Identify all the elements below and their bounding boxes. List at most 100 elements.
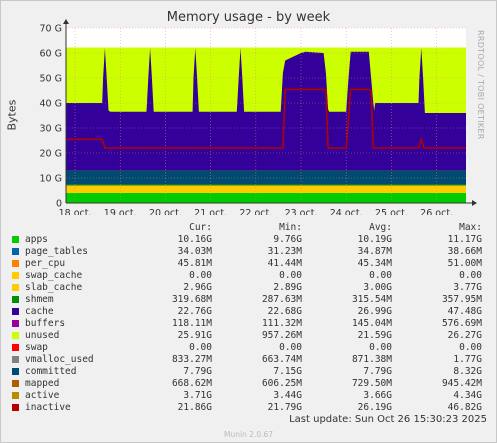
- legend-max-value: 8.32G: [453, 366, 482, 377]
- legend-avg-value: 21.59G: [357, 330, 392, 341]
- legend-name: mapped: [12, 378, 122, 390]
- legend-label: unused: [25, 330, 60, 341]
- legend-swatch: [12, 320, 19, 327]
- legend-row-cache: cache 22.76G 22.68G 26.99G 47.48G: [12, 306, 482, 318]
- legend-cur-value: 45.81M: [177, 258, 212, 269]
- legend-cur-value: 118.11M: [171, 318, 212, 329]
- legend-swatch: [12, 296, 19, 303]
- legend-swatch: [12, 236, 19, 243]
- legend-row-shmem: shmem 319.68M 287.63M 315.54M 357.95M: [12, 294, 482, 306]
- legend-min-value: 31.23M: [267, 246, 302, 257]
- x-tick-label: 18 oct.: [59, 208, 92, 215]
- legend-swatch: [12, 308, 19, 315]
- y-tick-label: 60 G: [40, 49, 62, 60]
- legend-label: vmalloc_used: [25, 354, 94, 365]
- rrdtool-watermark: RRDTOOL / TOBI OETIKER: [476, 30, 485, 140]
- legend-max-value: 11.17G: [447, 234, 482, 245]
- legend-max-value: 26.27G: [447, 330, 482, 341]
- legend-cur-value: 21.86G: [177, 402, 212, 413]
- legend-swatch: [12, 332, 19, 339]
- legend-min-value: 7.15G: [273, 366, 302, 377]
- legend-max-value: 0.00: [459, 270, 482, 281]
- legend-row-committed: committed 7.79G 7.15G 7.79G 8.32G: [12, 366, 482, 378]
- legend-max-value: 3.77G: [453, 282, 482, 293]
- legend-avg-value: 0.00: [369, 342, 392, 353]
- legend-min-value: 22.68G: [267, 306, 302, 317]
- legend-avg-value: 315.54M: [351, 294, 392, 305]
- area-apps: [66, 193, 466, 203]
- legend-row-mapped: mapped 668.62M 606.25M 729.50M 945.42M: [12, 378, 482, 390]
- legend-max-value: 576.69M: [441, 318, 482, 329]
- legend-cur-value: 25.91G: [177, 330, 212, 341]
- legend-max-value: 38.66M: [447, 246, 482, 257]
- legend-min-value: 663.74M: [261, 354, 302, 365]
- legend-cur-value: 319.68M: [171, 294, 212, 305]
- legend-swatch: [12, 272, 19, 279]
- y-tick-label: 40 G: [40, 99, 62, 110]
- munin-version: Munin 2.0.67: [223, 430, 274, 439]
- legend-name: vmalloc_used: [12, 354, 122, 366]
- legend-cur-value: 833.27M: [171, 354, 212, 365]
- legend-label: slab_cache: [25, 282, 83, 293]
- y-tick-label: 30 G: [40, 124, 62, 135]
- legend-label: committed: [25, 366, 77, 377]
- y-tick-label: 10 G: [40, 174, 62, 185]
- legend-min-value: 3.44G: [273, 390, 302, 401]
- legend-label: buffers: [25, 318, 66, 329]
- legend-max-value: 4.34G: [453, 390, 482, 401]
- legend-cur-value: 668.62M: [171, 378, 212, 389]
- legend-min-value: 9.76G: [273, 234, 302, 245]
- legend-name: apps: [12, 234, 122, 246]
- legend-label: swap_cache: [25, 270, 83, 281]
- y-tick-label: 50 G: [40, 74, 62, 85]
- legend-min-value: 21.79G: [267, 402, 302, 413]
- legend-min-value: 111.32M: [261, 318, 302, 329]
- legend-swatch: [12, 392, 19, 399]
- legend-row-active: active 3.71G 3.44G 3.66G 4.34G: [12, 390, 482, 402]
- legend-name: swap_cache: [12, 270, 122, 282]
- legend-row-swap-cache: swap_cache 0.00 0.00 0.00 0.00: [12, 270, 482, 282]
- legend-swatch: [12, 380, 19, 387]
- legend-row-inactive: inactive 21.86G 21.79G 26.19G 46.82G: [12, 402, 482, 414]
- legend-name: page_tables: [12, 246, 122, 258]
- legend-label: shmem: [25, 294, 54, 305]
- legend-swatch: [12, 260, 19, 267]
- legend-min-value: 0.00: [279, 270, 302, 281]
- legend-name: committed: [12, 366, 122, 378]
- legend-row-slab-cache: slab_cache 2.96G 2.89G 3.00G 3.77G: [12, 282, 482, 294]
- line-inactive: [66, 88, 466, 149]
- legend-name: inactive: [12, 402, 122, 414]
- x-axis-arrow: [472, 200, 477, 206]
- legend-name: cache: [12, 306, 122, 318]
- x-tick-label: 26 oct.: [420, 208, 453, 215]
- legend-header-row: Cur: Min: Avg: Max:: [12, 222, 482, 234]
- legend-label: page_tables: [25, 246, 88, 257]
- y-tick-label: 0: [56, 199, 62, 210]
- legend-name: swap: [12, 342, 122, 354]
- legend-header-name: [12, 222, 122, 234]
- legend-avg-value: 729.50M: [351, 378, 392, 389]
- legend-max-value: 0.00: [459, 342, 482, 353]
- legend-min-value: 957.26M: [261, 330, 302, 341]
- legend-avg-value: 10.19G: [357, 234, 392, 245]
- legend-header-cur: Cur:: [189, 222, 212, 233]
- y-tick-label: 20 G: [40, 149, 62, 160]
- legend-label: swap: [25, 342, 48, 353]
- legend-label: apps: [25, 234, 48, 245]
- legend-min-value: 2.89G: [273, 282, 302, 293]
- chart-title: Memory usage - by week: [166, 10, 331, 25]
- legend-cur-value: 22.76G: [177, 306, 212, 317]
- legend-name: per_cpu: [12, 258, 122, 270]
- area-cache: [66, 48, 466, 171]
- legend-avg-value: 7.79G: [363, 366, 392, 377]
- area-committed: [66, 170, 466, 185]
- legend-label: cache: [25, 306, 54, 317]
- legend-avg-value: 3.00G: [363, 282, 392, 293]
- legend-name: unused: [12, 330, 122, 342]
- legend-swatch: [12, 344, 19, 351]
- legend-row-swap: swap 0.00 0.00 0.00 0.00: [12, 342, 482, 354]
- legend-swatch: [12, 284, 19, 291]
- legend-avg-value: 45.34M: [357, 258, 392, 269]
- legend-header-min: Min:: [279, 222, 302, 233]
- legend-cur-value: 10.16G: [177, 234, 212, 245]
